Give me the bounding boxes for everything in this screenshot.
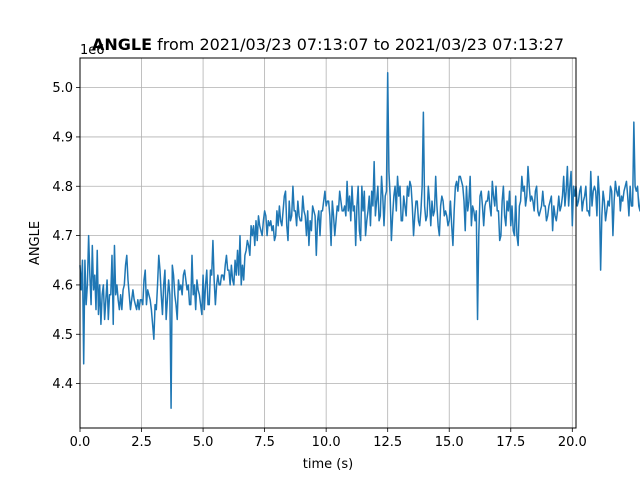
y-tick-label: 5.0	[52, 81, 73, 96]
angle-series-line	[79, 72, 640, 410]
x-tick-label: 0.0	[70, 435, 91, 450]
x-tick-label: 15.0	[435, 435, 464, 450]
data-series	[79, 72, 640, 410]
y-tick-label: 4.6	[52, 278, 73, 293]
x-tick-label: 2.5	[131, 435, 152, 450]
x-tick-label: 12.5	[373, 435, 402, 450]
y-tick-label: 4.4	[52, 377, 73, 392]
x-tick-label: 10.0	[312, 435, 341, 450]
grid-lines	[79, 58, 576, 428]
offset-text: 1e6	[80, 43, 105, 58]
y-tick-label: 4.8	[52, 180, 73, 195]
x-tick-label: 5.0	[193, 435, 214, 450]
y-tick-label: 4.9	[52, 130, 73, 145]
x-axis-label: time (s)	[303, 457, 353, 472]
plot-area-frame	[79, 57, 577, 429]
y-tick-label: 4.5	[52, 328, 73, 343]
chart-title-rest: from 2021/03/23 07:13:07 to 2021/03/23 0…	[152, 35, 564, 54]
x-tick-label: 7.5	[254, 435, 275, 450]
y-axis-ticks: 4.4 4.5 4.6 4.7 4.8 4.9 5.0	[52, 81, 80, 392]
chart-title: ANGLE from 2021/03/23 07:13:07 to 2021/0…	[92, 35, 564, 54]
x-tick-label: 17.5	[496, 435, 525, 450]
y-axis-label: ANGLE	[28, 221, 43, 265]
x-tick-label: 20.0	[558, 435, 587, 450]
chart-title-bold: ANGLE	[92, 35, 152, 54]
x-axis-ticks: 0.0 2.5 5.0 7.5 10.0 12.5 15.0 17.5 20.0	[70, 428, 587, 450]
plot-area-background	[80, 58, 576, 428]
y-tick-label: 4.7	[52, 229, 73, 244]
